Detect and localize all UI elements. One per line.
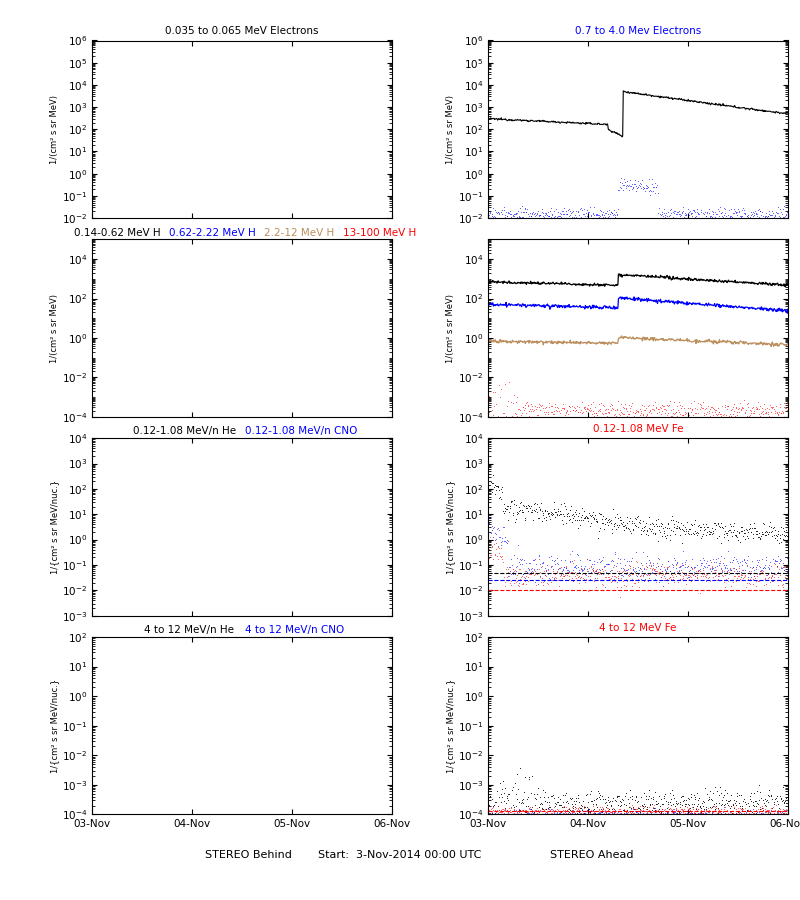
Text: 4 to 12 MeV/n He: 4 to 12 MeV/n He: [144, 626, 234, 635]
Text: 0.14-0.62 MeV H: 0.14-0.62 MeV H: [74, 228, 161, 238]
Text: STEREO Behind: STEREO Behind: [205, 850, 291, 860]
Text: 2.2-12 MeV H: 2.2-12 MeV H: [265, 228, 334, 238]
Y-axis label: 1/{cm² s sr MeV/nuc.}: 1/{cm² s sr MeV/nuc.}: [446, 679, 454, 773]
Text: Start:  3-Nov-2014 00:00 UTC: Start: 3-Nov-2014 00:00 UTC: [318, 850, 482, 860]
Text: 0.62-2.22 MeV H: 0.62-2.22 MeV H: [170, 228, 256, 238]
Y-axis label: 1/{cm² s sr MeV/nuc.}: 1/{cm² s sr MeV/nuc.}: [50, 480, 59, 574]
Y-axis label: 1/{cm² s sr MeV/nuc.}: 1/{cm² s sr MeV/nuc.}: [50, 679, 58, 773]
Text: 0.12-1.08 MeV Fe: 0.12-1.08 MeV Fe: [593, 424, 683, 434]
Text: 0.7 to 4.0 Mev Electrons: 0.7 to 4.0 Mev Electrons: [575, 26, 701, 36]
Y-axis label: 1/(cm² s sr MeV): 1/(cm² s sr MeV): [446, 94, 455, 164]
Text: STEREO Ahead: STEREO Ahead: [550, 850, 634, 860]
Text: 0.12-1.08 MeV/n He: 0.12-1.08 MeV/n He: [133, 427, 236, 436]
Text: 13-100 MeV H: 13-100 MeV H: [343, 228, 416, 238]
Y-axis label: 1/{cm² s sr MeV/nuc.}: 1/{cm² s sr MeV/nuc.}: [446, 480, 455, 574]
Text: 4 to 12 MeV/n CNO: 4 to 12 MeV/n CNO: [245, 626, 344, 635]
Y-axis label: 1/(cm² s sr MeV): 1/(cm² s sr MeV): [446, 293, 454, 363]
Y-axis label: 1/(cm² s sr MeV): 1/(cm² s sr MeV): [50, 94, 59, 164]
Y-axis label: 1/(cm² s sr MeV): 1/(cm² s sr MeV): [50, 293, 58, 363]
Text: 4 to 12 MeV Fe: 4 to 12 MeV Fe: [599, 623, 677, 633]
Text: 0.12-1.08 MeV/n CNO: 0.12-1.08 MeV/n CNO: [245, 427, 357, 436]
Text: 0.035 to 0.065 MeV Electrons: 0.035 to 0.065 MeV Electrons: [166, 26, 318, 36]
